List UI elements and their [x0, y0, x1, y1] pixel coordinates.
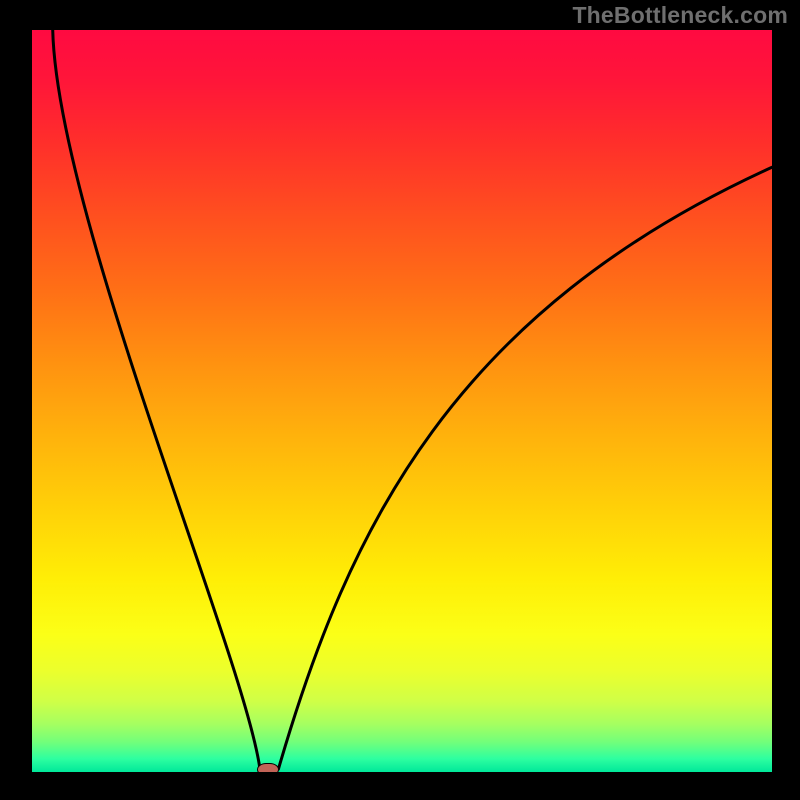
- bottleneck-curve: [53, 30, 772, 769]
- minimum-marker: [257, 763, 279, 772]
- attribution-text: TheBottleneck.com: [572, 2, 788, 29]
- curve-layer: [32, 30, 772, 772]
- plot-area: [32, 30, 772, 772]
